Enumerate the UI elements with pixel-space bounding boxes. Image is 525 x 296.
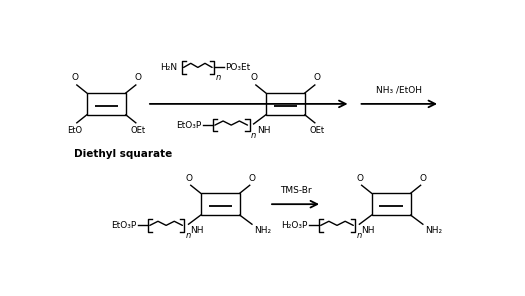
Text: n: n bbox=[215, 73, 220, 82]
Text: O: O bbox=[185, 173, 192, 183]
Text: EtO₃P: EtO₃P bbox=[176, 120, 202, 130]
Text: O: O bbox=[356, 173, 363, 183]
Text: H₂N: H₂N bbox=[161, 63, 177, 72]
Text: n: n bbox=[186, 231, 191, 240]
Text: NH: NH bbox=[191, 226, 204, 235]
Text: O: O bbox=[250, 73, 257, 82]
Text: n: n bbox=[356, 231, 362, 240]
Text: NH₂: NH₂ bbox=[254, 226, 271, 235]
Text: EtO: EtO bbox=[67, 126, 82, 135]
Text: TMS-Br: TMS-Br bbox=[280, 186, 311, 195]
Text: n: n bbox=[251, 131, 256, 140]
Text: PO₃Et: PO₃Et bbox=[225, 63, 250, 72]
Text: NH₃ /EtOH: NH₃ /EtOH bbox=[376, 86, 422, 95]
Text: EtO₃P: EtO₃P bbox=[111, 221, 136, 230]
Text: O: O bbox=[313, 73, 320, 82]
Text: O: O bbox=[71, 73, 78, 82]
Text: O: O bbox=[419, 173, 426, 183]
Text: OEt: OEt bbox=[309, 126, 324, 135]
Text: OEt: OEt bbox=[130, 126, 145, 135]
Text: O: O bbox=[134, 73, 141, 82]
Text: H₂O₃P: H₂O₃P bbox=[281, 221, 307, 230]
Text: O: O bbox=[248, 173, 255, 183]
Text: NH₂: NH₂ bbox=[425, 226, 442, 235]
Text: Diethyl squarate: Diethyl squarate bbox=[74, 149, 172, 159]
Text: NH: NH bbox=[257, 126, 270, 135]
Text: NH: NH bbox=[361, 226, 375, 235]
